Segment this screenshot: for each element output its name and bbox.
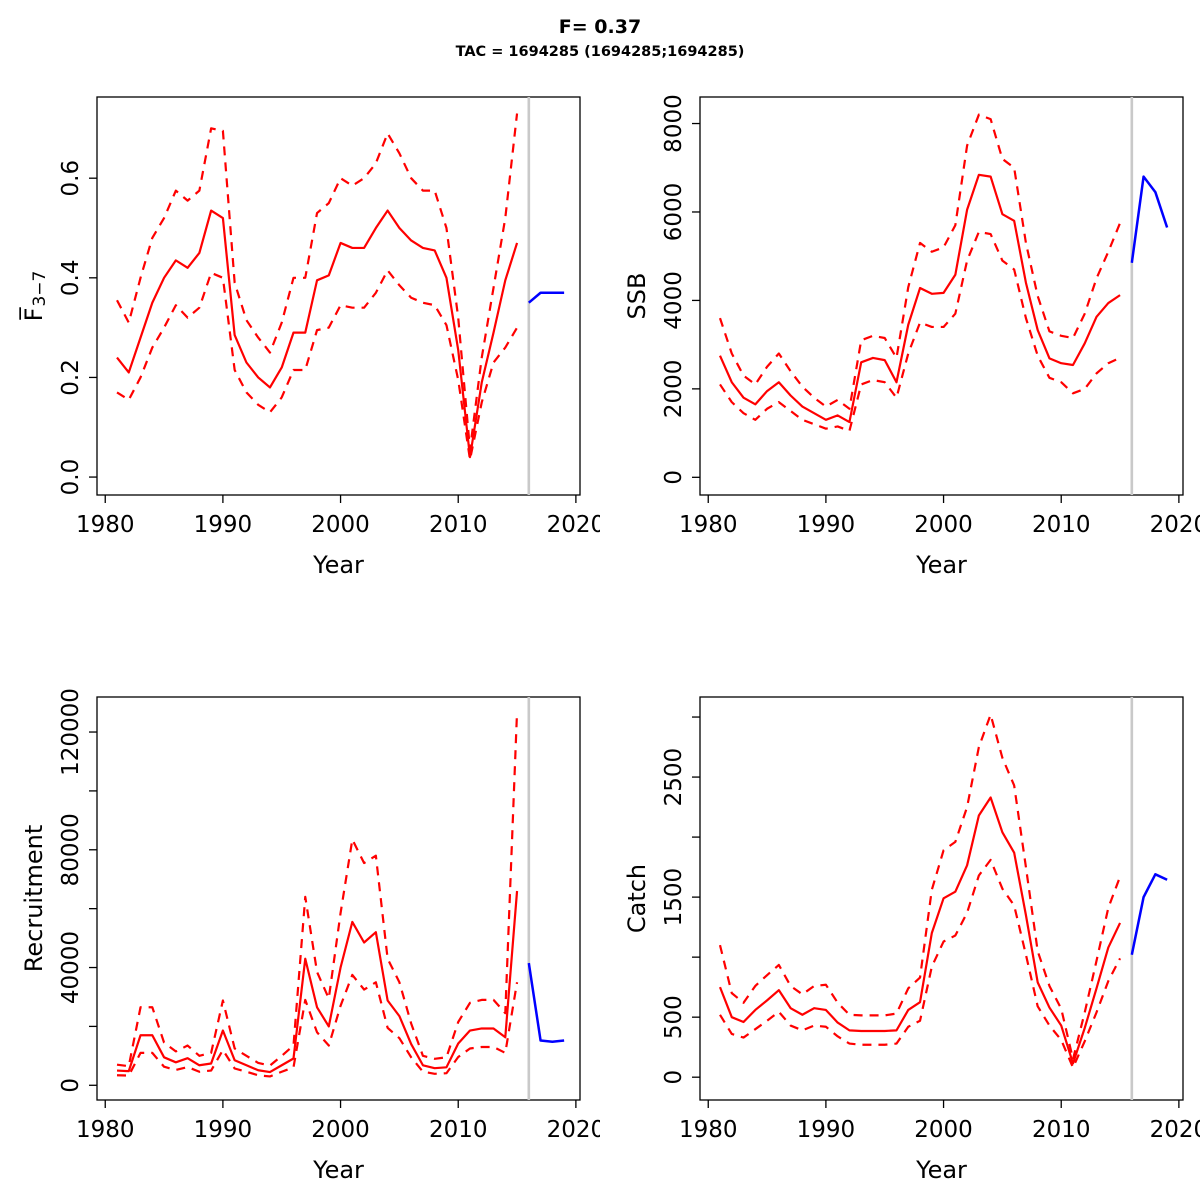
panel-catch: 1980 1990 2000 2010 2020 Year 0 500 1500 2500 Catc…: [623, 696, 1200, 1184]
x-tick-label: 1980: [679, 1117, 738, 1143]
catch-estimate-line: [718, 796, 1122, 1065]
panel-recruitment: 1980 1990 2000 2010 2020 Year 0 40000 80000 12000…: [20, 688, 600, 1184]
y-axis-label: Catch: [623, 864, 651, 933]
y-tick-label: 2500: [661, 748, 687, 807]
x-tick-label: 2000: [914, 512, 973, 538]
ssb-estimate-line: [718, 173, 1121, 424]
ssb-upper-ci-line: [718, 113, 1122, 410]
y-tick-label: 0.6: [58, 160, 84, 197]
y-tick-label: 40000: [58, 931, 84, 1004]
x-tick-label: 1990: [194, 1117, 253, 1143]
catch-lower-ci-line: [719, 858, 1122, 1069]
x-tick-label: 1980: [76, 512, 135, 538]
y-tick-label: 0: [661, 470, 687, 485]
x-tick-label: 2010: [429, 1117, 488, 1143]
figure-title: F= 0.37: [558, 16, 642, 38]
plot-box: [96, 96, 581, 496]
y-tick-label: 120000: [58, 688, 84, 776]
x-tick-label: 2020: [1150, 1117, 1200, 1143]
x-tick-label: 2020: [547, 512, 600, 538]
ssb-lower-ci-line: [719, 230, 1121, 432]
y-tick-label: 0.2: [58, 359, 84, 396]
x-tick-label: 1980: [679, 512, 738, 538]
x-tick-label: 2010: [1032, 512, 1091, 538]
y-tick-label: 0: [661, 1070, 687, 1085]
x-tick-label: 1990: [797, 512, 856, 538]
panel-fbar: 1980 1990 2000 2010 2020 Year 0.0 0.2 0.4 0.6 F̅3−…: [19, 96, 600, 579]
plot-box: [699, 96, 1184, 496]
recruitment-estimate-line: [116, 890, 519, 1074]
recruitment-upper-ci-line: [116, 711, 519, 1068]
y-tick-label: 6000: [661, 183, 687, 242]
x-axis-label: Year: [312, 1156, 364, 1184]
y-tick-label: 1500: [661, 868, 687, 927]
x-axis-label: Year: [915, 551, 967, 579]
y-axis-label: SSB: [623, 273, 651, 320]
y-tick-label: 4000: [661, 271, 687, 330]
fbar-upper-ci-line: [116, 113, 519, 451]
y-tick-label: 500: [661, 995, 687, 1039]
x-tick-label: 2020: [547, 1117, 600, 1143]
plot-box: [699, 696, 1184, 1101]
fbar-lower-ci-line: [116, 269, 518, 461]
y-tick-label: 80000: [58, 813, 84, 886]
x-tick-label: 2000: [311, 512, 370, 538]
recruitment-lower-ci-line: [116, 973, 519, 1078]
y-axis-label: Recruitment: [20, 825, 48, 972]
x-tick-label: 1990: [797, 1117, 856, 1143]
x-tick-label: 2010: [429, 512, 488, 538]
fbar-forecast-line: [528, 291, 565, 304]
x-axis-label: Year: [312, 551, 364, 579]
panel-ssb: 1980 1990 2000 2010 2020 Year 0 2000 4000 6000 800…: [623, 94, 1200, 579]
y-tick-label: 2000: [661, 360, 687, 419]
x-tick-label: 2000: [914, 1117, 973, 1143]
figure-subtitle: TAC = 1694285 (1694285;1694285): [455, 44, 745, 60]
x-tick-label: 2000: [311, 1117, 370, 1143]
y-axis-label: F̅3−7: [19, 271, 50, 322]
x-tick-label: 1990: [194, 512, 253, 538]
x-tick-label: 2020: [1150, 512, 1200, 538]
recruitment-forecast-line: [527, 962, 565, 1043]
catch-upper-ci-line: [718, 713, 1122, 1061]
catch-forecast-line: [1130, 873, 1168, 955]
y-tick-label: 0.4: [58, 260, 84, 297]
ssb-forecast-line: [1130, 175, 1169, 263]
x-tick-label: 2010: [1032, 1117, 1091, 1143]
x-tick-label: 1980: [76, 1117, 135, 1143]
y-tick-label: 0: [58, 1078, 84, 1093]
fbar-estimate-line: [116, 209, 519, 459]
y-tick-label: 0.0: [58, 459, 84, 496]
y-tick-label: 8000: [661, 94, 687, 153]
plot-box: [96, 696, 581, 1101]
x-axis-label: Year: [915, 1156, 967, 1184]
